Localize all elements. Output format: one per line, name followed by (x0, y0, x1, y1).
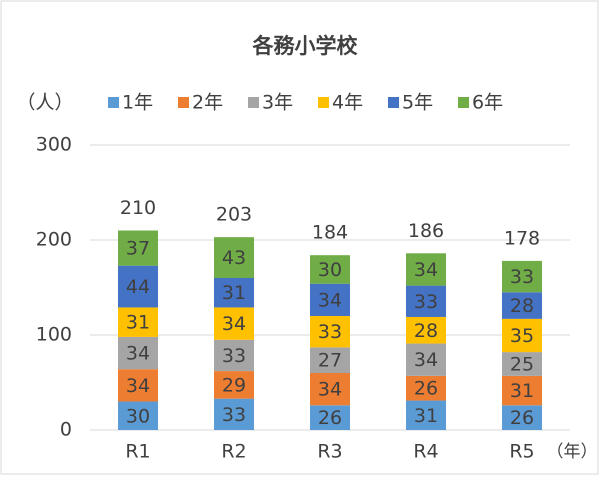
bar-segment (406, 375, 446, 401)
data-label: 33 (414, 291, 438, 313)
x-tick-label: R3 (317, 441, 342, 463)
bar-segment (118, 336, 158, 370)
data-label: 34 (222, 313, 246, 335)
data-label: 33 (318, 321, 342, 343)
legend-label: 6年 (472, 92, 503, 114)
bar-segment (118, 230, 158, 266)
total-label: 184 (312, 222, 348, 244)
total-label: 178 (504, 227, 540, 249)
data-label: 28 (414, 320, 438, 342)
data-label: 35 (510, 325, 534, 347)
total-label: 210 (120, 197, 156, 219)
bar-segment (214, 398, 254, 430)
y-tick-label: 0 (60, 419, 72, 441)
data-label: 26 (414, 378, 438, 400)
bar-segment (118, 401, 158, 430)
legend-swatch (178, 97, 189, 108)
data-label: 34 (414, 349, 438, 371)
bar-segment (406, 285, 446, 317)
bar-segment (310, 283, 350, 316)
bar-segment (406, 400, 446, 430)
bar-segment (118, 307, 158, 337)
bar-segment (310, 405, 350, 430)
data-label: 43 (222, 247, 246, 269)
legend-swatch (318, 97, 329, 108)
chart-title: 各務小学校 (252, 34, 359, 58)
data-label: 33 (222, 404, 246, 426)
legend-label: 2年 (192, 92, 223, 114)
bar-segment (118, 265, 158, 308)
x-tick-label: R5 (509, 441, 534, 463)
data-label: 27 (318, 350, 342, 372)
data-label: 34 (318, 379, 342, 401)
bar-segment (310, 255, 350, 284)
data-label: 31 (126, 312, 150, 334)
data-label: 33 (510, 266, 534, 288)
data-label: 26 (318, 407, 342, 429)
legend-swatch (458, 97, 469, 108)
data-label: 29 (222, 374, 246, 396)
y-axis-label: （人） (16, 92, 73, 114)
bar-segment (214, 307, 254, 340)
data-label: 44 (126, 276, 150, 298)
y-tick-label: 100 (36, 324, 72, 346)
data-label: 30 (318, 259, 342, 281)
data-label: 28 (510, 295, 534, 317)
legend-swatch (248, 97, 259, 108)
bar-segment (406, 253, 446, 286)
x-tick-label: R1 (125, 441, 150, 463)
x-tick-label: R4 (413, 441, 438, 463)
data-label: 31 (222, 282, 246, 304)
data-label: 30 (126, 405, 150, 427)
data-label: 25 (510, 353, 534, 375)
legend-swatch (388, 97, 399, 108)
bar-segment (214, 339, 254, 372)
bar-segment (118, 369, 158, 402)
y-tick-label: 300 (36, 134, 72, 156)
data-label: 31 (414, 405, 438, 427)
bar-segment (502, 318, 542, 353)
bar-segment (310, 373, 350, 406)
data-label: 34 (126, 343, 150, 365)
legend-label: 4年 (332, 92, 363, 114)
data-label: 31 (510, 380, 534, 402)
data-label: 37 (126, 238, 150, 260)
bar-segment (406, 343, 446, 376)
data-label: 33 (222, 345, 246, 367)
bar-segment (310, 347, 350, 373)
bar-segment (310, 316, 350, 348)
x-axis-label: （年） (547, 442, 598, 462)
legend-label: 1年 (122, 92, 153, 114)
bar-segment (502, 405, 542, 430)
bar-segment (502, 292, 542, 319)
y-tick-label: 200 (36, 229, 72, 251)
data-label: 34 (414, 259, 438, 281)
bar-segment (214, 371, 254, 399)
bar-segment (214, 237, 254, 278)
bar-segment (502, 352, 542, 376)
bar-segment (502, 375, 542, 406)
legend-label: 3年 (262, 92, 293, 114)
bar-segment (214, 278, 254, 308)
legend-swatch (108, 97, 119, 108)
total-label: 186 (408, 220, 444, 242)
x-tick-label: R2 (221, 441, 246, 463)
data-label: 34 (126, 375, 150, 397)
bar-segment (406, 316, 446, 344)
data-label: 34 (318, 289, 342, 311)
data-label: 26 (510, 407, 534, 429)
bar-segment (502, 260, 542, 293)
legend-label: 5年 (402, 92, 433, 114)
total-label: 203 (216, 204, 252, 226)
